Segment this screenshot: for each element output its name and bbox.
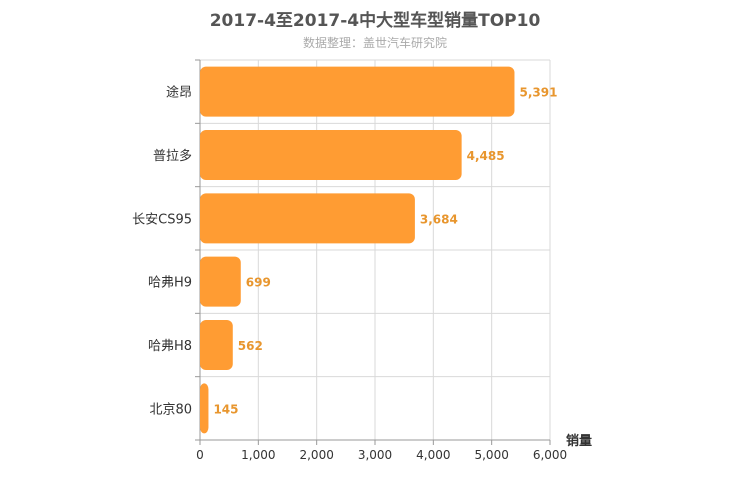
data-label: 145 — [213, 402, 238, 416]
x-axis-label: 销量 — [566, 433, 592, 449]
category-label: 长安CS95 — [132, 212, 192, 227]
bar — [200, 66, 515, 117]
bar — [200, 193, 415, 244]
data-label: 3,684 — [420, 212, 458, 226]
x-tick-label: 4,000 — [416, 448, 450, 462]
category-label: 途昂 — [166, 85, 192, 101]
bar — [200, 256, 241, 307]
bar — [200, 383, 209, 434]
x-tick-label: 0 — [196, 448, 204, 462]
category-label: 普拉多 — [153, 148, 192, 164]
x-tick-label: 2,000 — [299, 448, 333, 462]
data-label: 699 — [246, 276, 271, 290]
category-label: 北京80 — [149, 402, 192, 417]
bar — [200, 130, 462, 180]
x-tick-label: 1,000 — [241, 448, 275, 462]
data-label: 562 — [238, 339, 263, 353]
category-label: 哈弗H9 — [148, 276, 192, 291]
data-label: 5,391 — [519, 86, 557, 100]
bar — [200, 320, 233, 370]
x-tick-label: 5,000 — [474, 448, 508, 462]
data-label: 4,485 — [467, 149, 505, 163]
x-tick-label: 6,000 — [533, 448, 567, 462]
chart-title: 2017-4至2017-4中大型车型销量TOP10 — [209, 11, 541, 31]
chart-subtitle: 数据整理：盖世汽车研究院 — [302, 36, 447, 50]
category-label: 哈弗H8 — [148, 339, 192, 354]
x-tick-label: 3,000 — [358, 448, 392, 462]
